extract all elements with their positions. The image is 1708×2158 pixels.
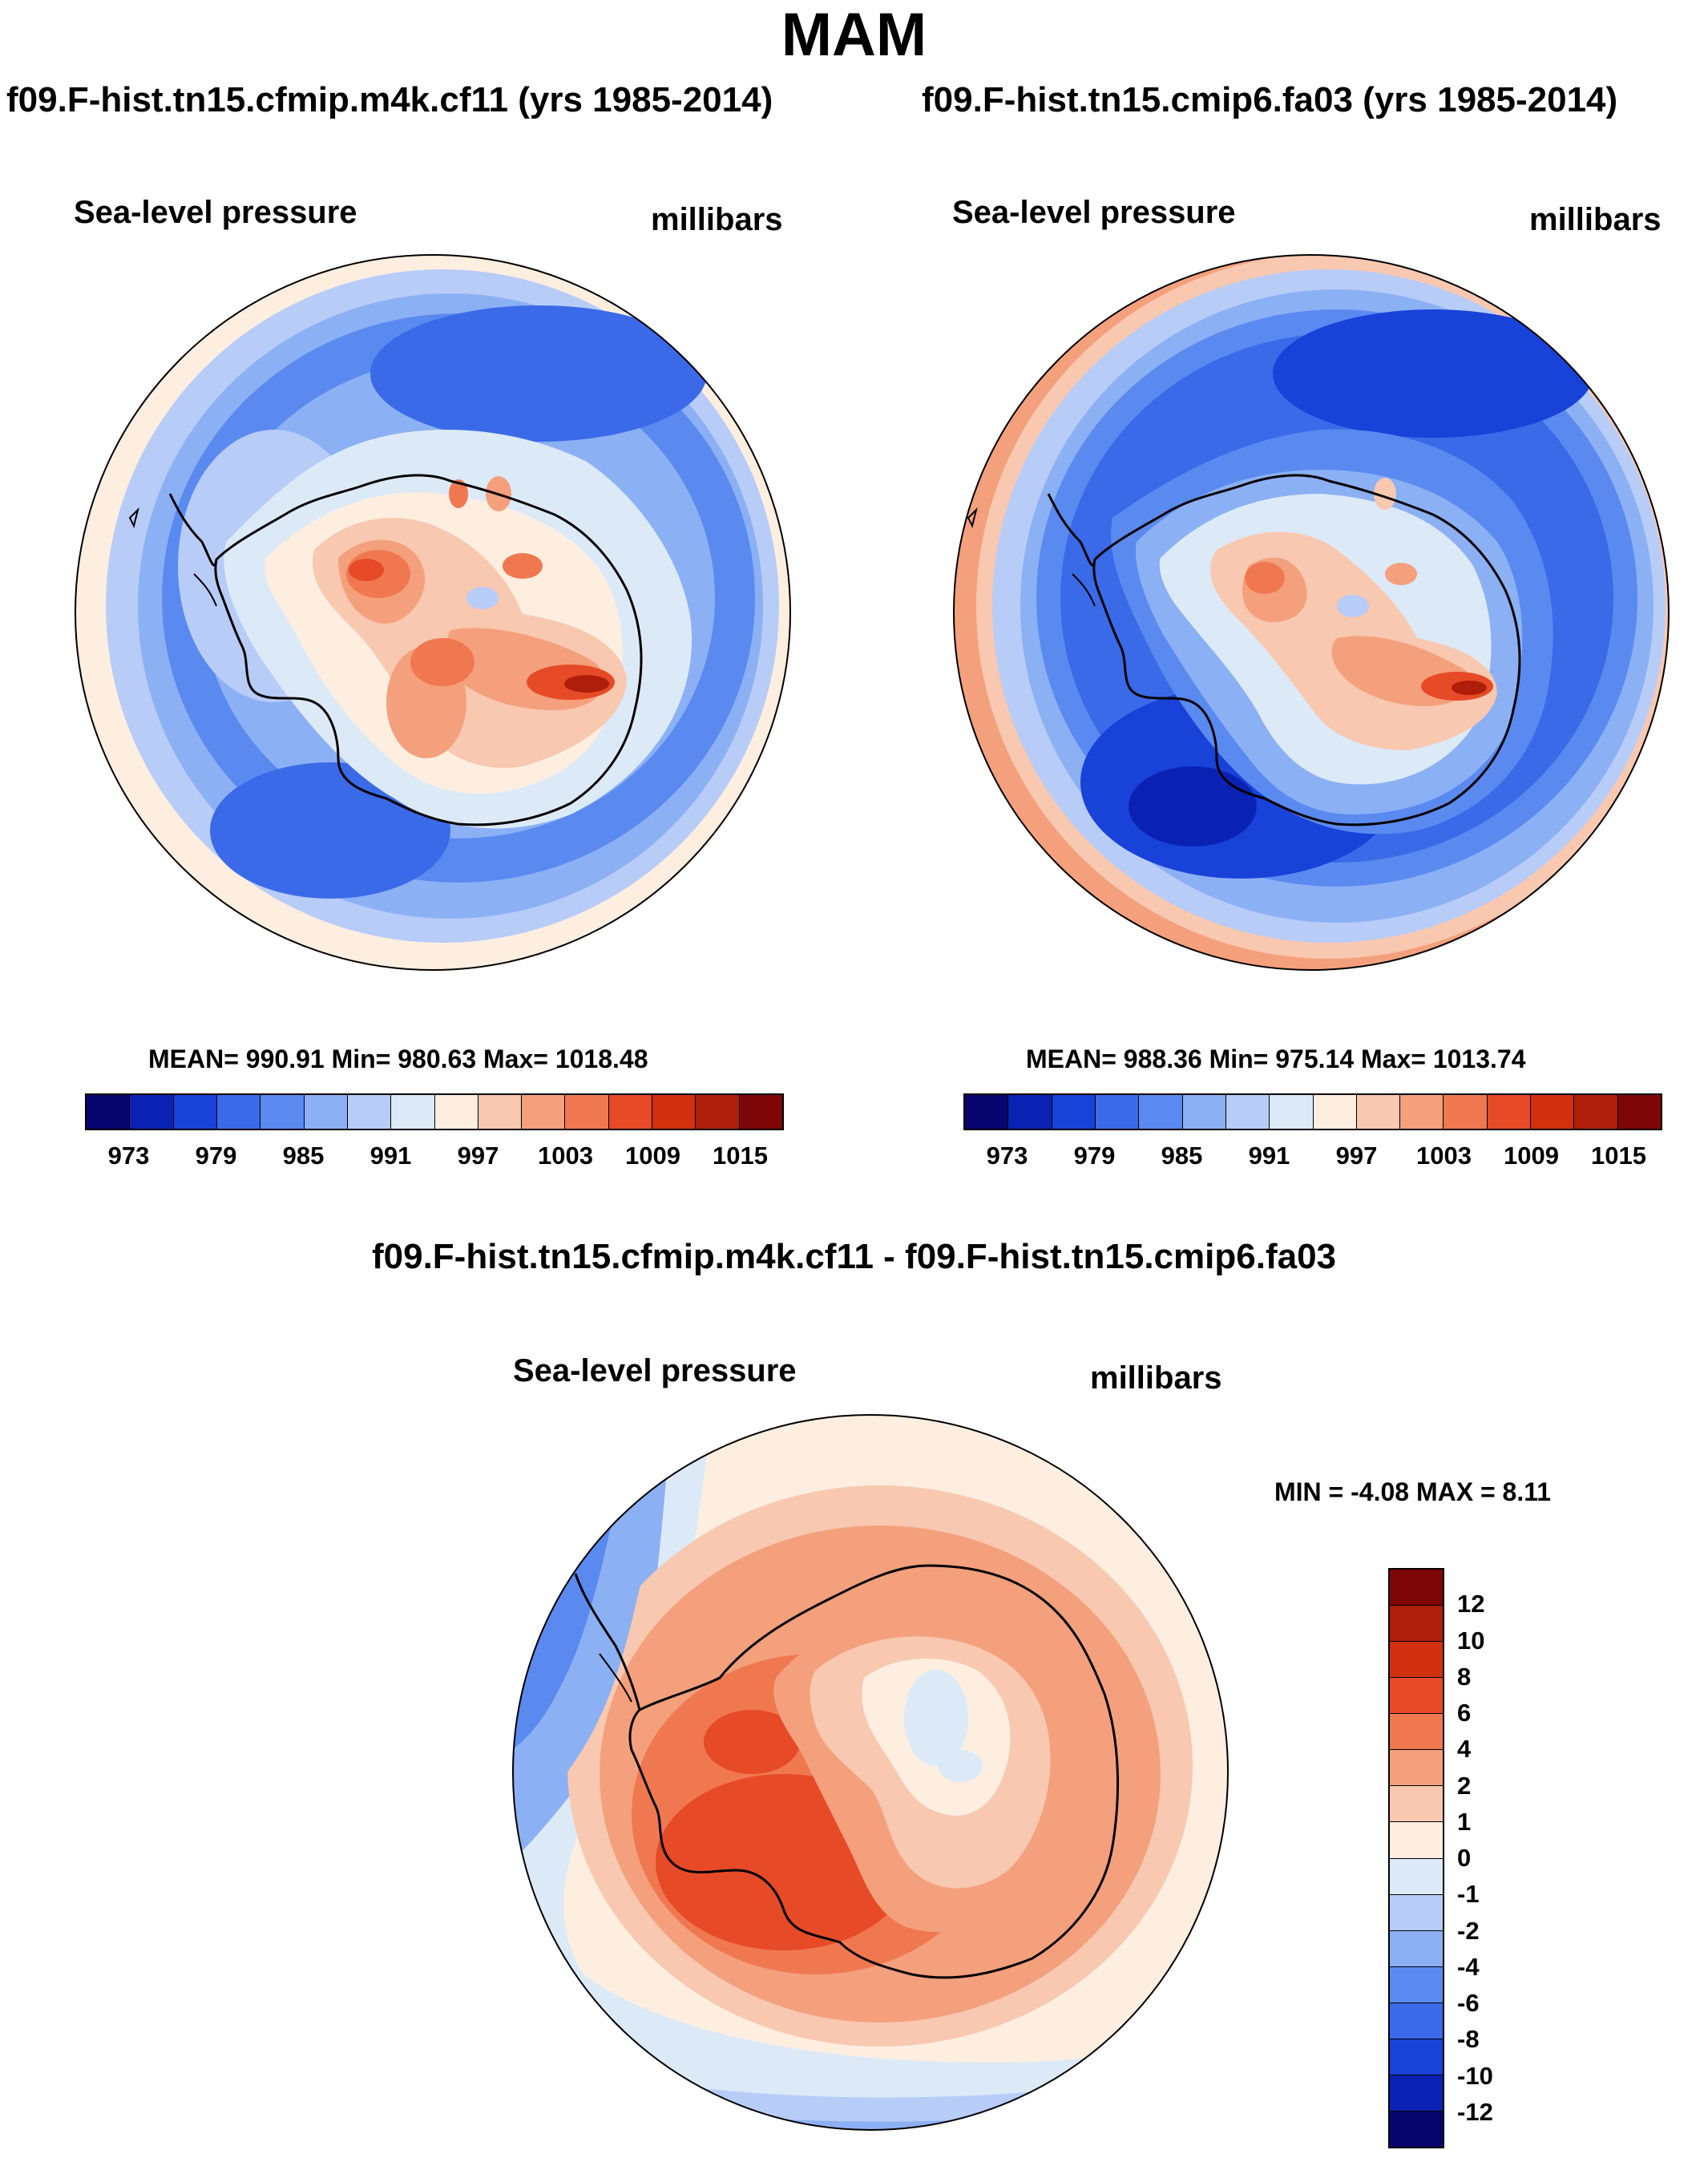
panel1-case-title: f09.F-hist.tn15.cfmip.m4k.cf11 (yrs 1985… — [6, 80, 773, 119]
colorbar-tick-label: -12 — [1457, 2097, 1493, 2126]
panel2-variable-label: Sea-level pressure — [952, 195, 1236, 230]
diff-min-max: MIN = -4.08 MAX = 8.11 — [1274, 1477, 1552, 1506]
colorbar-swatch — [521, 1095, 565, 1129]
colorbar-swatch — [1486, 1095, 1531, 1129]
figure-title: MAM — [781, 1, 927, 69]
colorbar-tick-label: 10 — [1457, 1626, 1485, 1655]
colorbar-swatch — [1181, 1095, 1225, 1129]
colorbar-swatch — [608, 1095, 652, 1129]
colorbar-swatch — [1390, 2038, 1443, 2075]
colorbar-swatch — [1399, 1095, 1444, 1129]
colorbar-tick-label: 985 — [282, 1142, 325, 1170]
colorbar-swatch — [129, 1095, 173, 1129]
colorbar-swatch — [1390, 1893, 1443, 1930]
colorbar-tick-label: 1009 — [1504, 1142, 1559, 1170]
colorbar-swatch — [564, 1095, 608, 1129]
panel2-case-title: f09.F-hist.tn15.cmip6.fa03 (yrs 1985-201… — [922, 80, 1618, 119]
colorbar-tick-label: 979 — [195, 1142, 237, 1170]
colorbar-tick-label: 0 — [1457, 1844, 1472, 1872]
colorbar-tick-label: 6 — [1457, 1699, 1472, 1727]
colorbar-swatch — [303, 1095, 347, 1129]
colorbar-tick-label: -1 — [1457, 1880, 1480, 1909]
colorbar-swatch — [1390, 1749, 1443, 1786]
panel1-stats: MEAN= 990.91 Min= 980.63 Max= 1018.48 — [148, 1045, 648, 1073]
colorbar-swatch — [1530, 1095, 1574, 1129]
colorbar-swatch — [1355, 1095, 1400, 1129]
panel1-slp-map — [75, 254, 791, 971]
diff-title: f09.F-hist.tn15.cfmip.m4k.cf11 - f09.F-h… — [371, 1237, 1337, 1276]
colorbar-tick-label: 997 — [1335, 1142, 1378, 1170]
panel2-stats: MEAN= 988.36 Min= 975.14 Max= 1013.74 — [1026, 1045, 1526, 1073]
colorbar-tick-label: 997 — [457, 1142, 499, 1170]
panel2-units-label: millibars — [1529, 202, 1662, 237]
colorbar-swatch — [695, 1095, 739, 1129]
colorbar-tick-label: -10 — [1457, 2061, 1493, 2090]
colorbar-swatch — [1390, 1570, 1443, 1606]
colorbar-swatch — [1617, 1095, 1661, 1129]
colorbar-tick-label: 985 — [1161, 1142, 1203, 1170]
diff-variable-label: Sea-level pressure — [513, 1353, 797, 1388]
colorbar-swatch — [652, 1095, 696, 1129]
panel1-units-label: millibars — [651, 202, 783, 237]
colorbar-swatch — [1390, 1677, 1443, 1714]
diff-units-label: millibars — [1090, 1360, 1222, 1396]
colorbar-tick-label: 1 — [1457, 1807, 1472, 1836]
colorbar-swatch — [738, 1095, 782, 1129]
colorbar-swatch — [1312, 1095, 1356, 1129]
colorbar-swatch — [1390, 2074, 1443, 2111]
colorbar-swatch — [346, 1095, 391, 1129]
colorbar-swatch — [1094, 1095, 1139, 1129]
colorbar-tick-label: -8 — [1457, 2025, 1480, 2054]
colorbar-tick-label: 991 — [369, 1142, 412, 1170]
colorbar-tick-label: 973 — [107, 1142, 150, 1170]
colorbar-tick-label: 8 — [1457, 1662, 1472, 1691]
colorbar-tick-label: 1003 — [1416, 1142, 1472, 1170]
panel2-colorbar — [963, 1093, 1662, 1130]
colorbar-swatch — [390, 1095, 434, 1129]
colorbar-swatch — [1443, 1095, 1487, 1129]
colorbar-tick-label: -6 — [1457, 1989, 1480, 2017]
colorbar-swatch — [1225, 1095, 1270, 1129]
colorbar-tick-label: 1003 — [538, 1142, 593, 1170]
colorbar-swatch — [1269, 1095, 1313, 1129]
colorbar-swatch — [1390, 1605, 1443, 1642]
colorbar-swatch — [477, 1095, 522, 1129]
colorbar-tick-label: 1015 — [1591, 1142, 1646, 1170]
colorbar-swatch — [1390, 1785, 1443, 1822]
colorbar-swatch — [434, 1095, 478, 1129]
colorbar-swatch — [1390, 1821, 1443, 1858]
diff-colorbar — [1388, 1568, 1444, 2148]
colorbar-swatch — [172, 1095, 216, 1129]
panel1-colorbar — [85, 1093, 784, 1130]
colorbar-swatch — [1390, 2002, 1443, 2039]
panel2-slp-map — [953, 254, 1670, 971]
panel1-variable-label: Sea-level pressure — [74, 195, 357, 230]
colorbar-swatch — [1390, 1641, 1443, 1678]
colorbar-tick-label: -2 — [1457, 1916, 1480, 1945]
colorbar-tick-label: 1015 — [713, 1142, 768, 1170]
colorbar-swatch — [1007, 1095, 1052, 1129]
colorbar-swatch — [1390, 2110, 1443, 2147]
colorbar-swatch — [1390, 1713, 1443, 1750]
colorbar-swatch — [1051, 1095, 1095, 1129]
colorbar-swatch — [1390, 1930, 1443, 1966]
colorbar-tick-label: 12 — [1457, 1590, 1485, 1618]
colorbar-tick-label: 991 — [1248, 1142, 1290, 1170]
colorbar-tick-label: 979 — [1073, 1142, 1116, 1170]
colorbar-swatch — [1390, 1857, 1443, 1894]
colorbar-swatch — [965, 1095, 1008, 1129]
colorbar-tick-label: 4 — [1457, 1735, 1472, 1764]
colorbar-tick-label: 2 — [1457, 1771, 1472, 1800]
colorbar-tick-label: 1009 — [625, 1142, 680, 1170]
colorbar-swatch — [1138, 1095, 1182, 1129]
colorbar-swatch — [87, 1095, 130, 1129]
colorbar-tick-label: -4 — [1457, 1952, 1480, 1981]
colorbar-swatch — [260, 1095, 304, 1129]
diff-slp-map — [512, 1414, 1229, 2131]
colorbar-tick-label: 973 — [986, 1142, 1028, 1170]
colorbar-swatch — [216, 1095, 260, 1129]
colorbar-swatch — [1390, 1966, 1443, 2002]
colorbar-swatch — [1573, 1095, 1617, 1129]
